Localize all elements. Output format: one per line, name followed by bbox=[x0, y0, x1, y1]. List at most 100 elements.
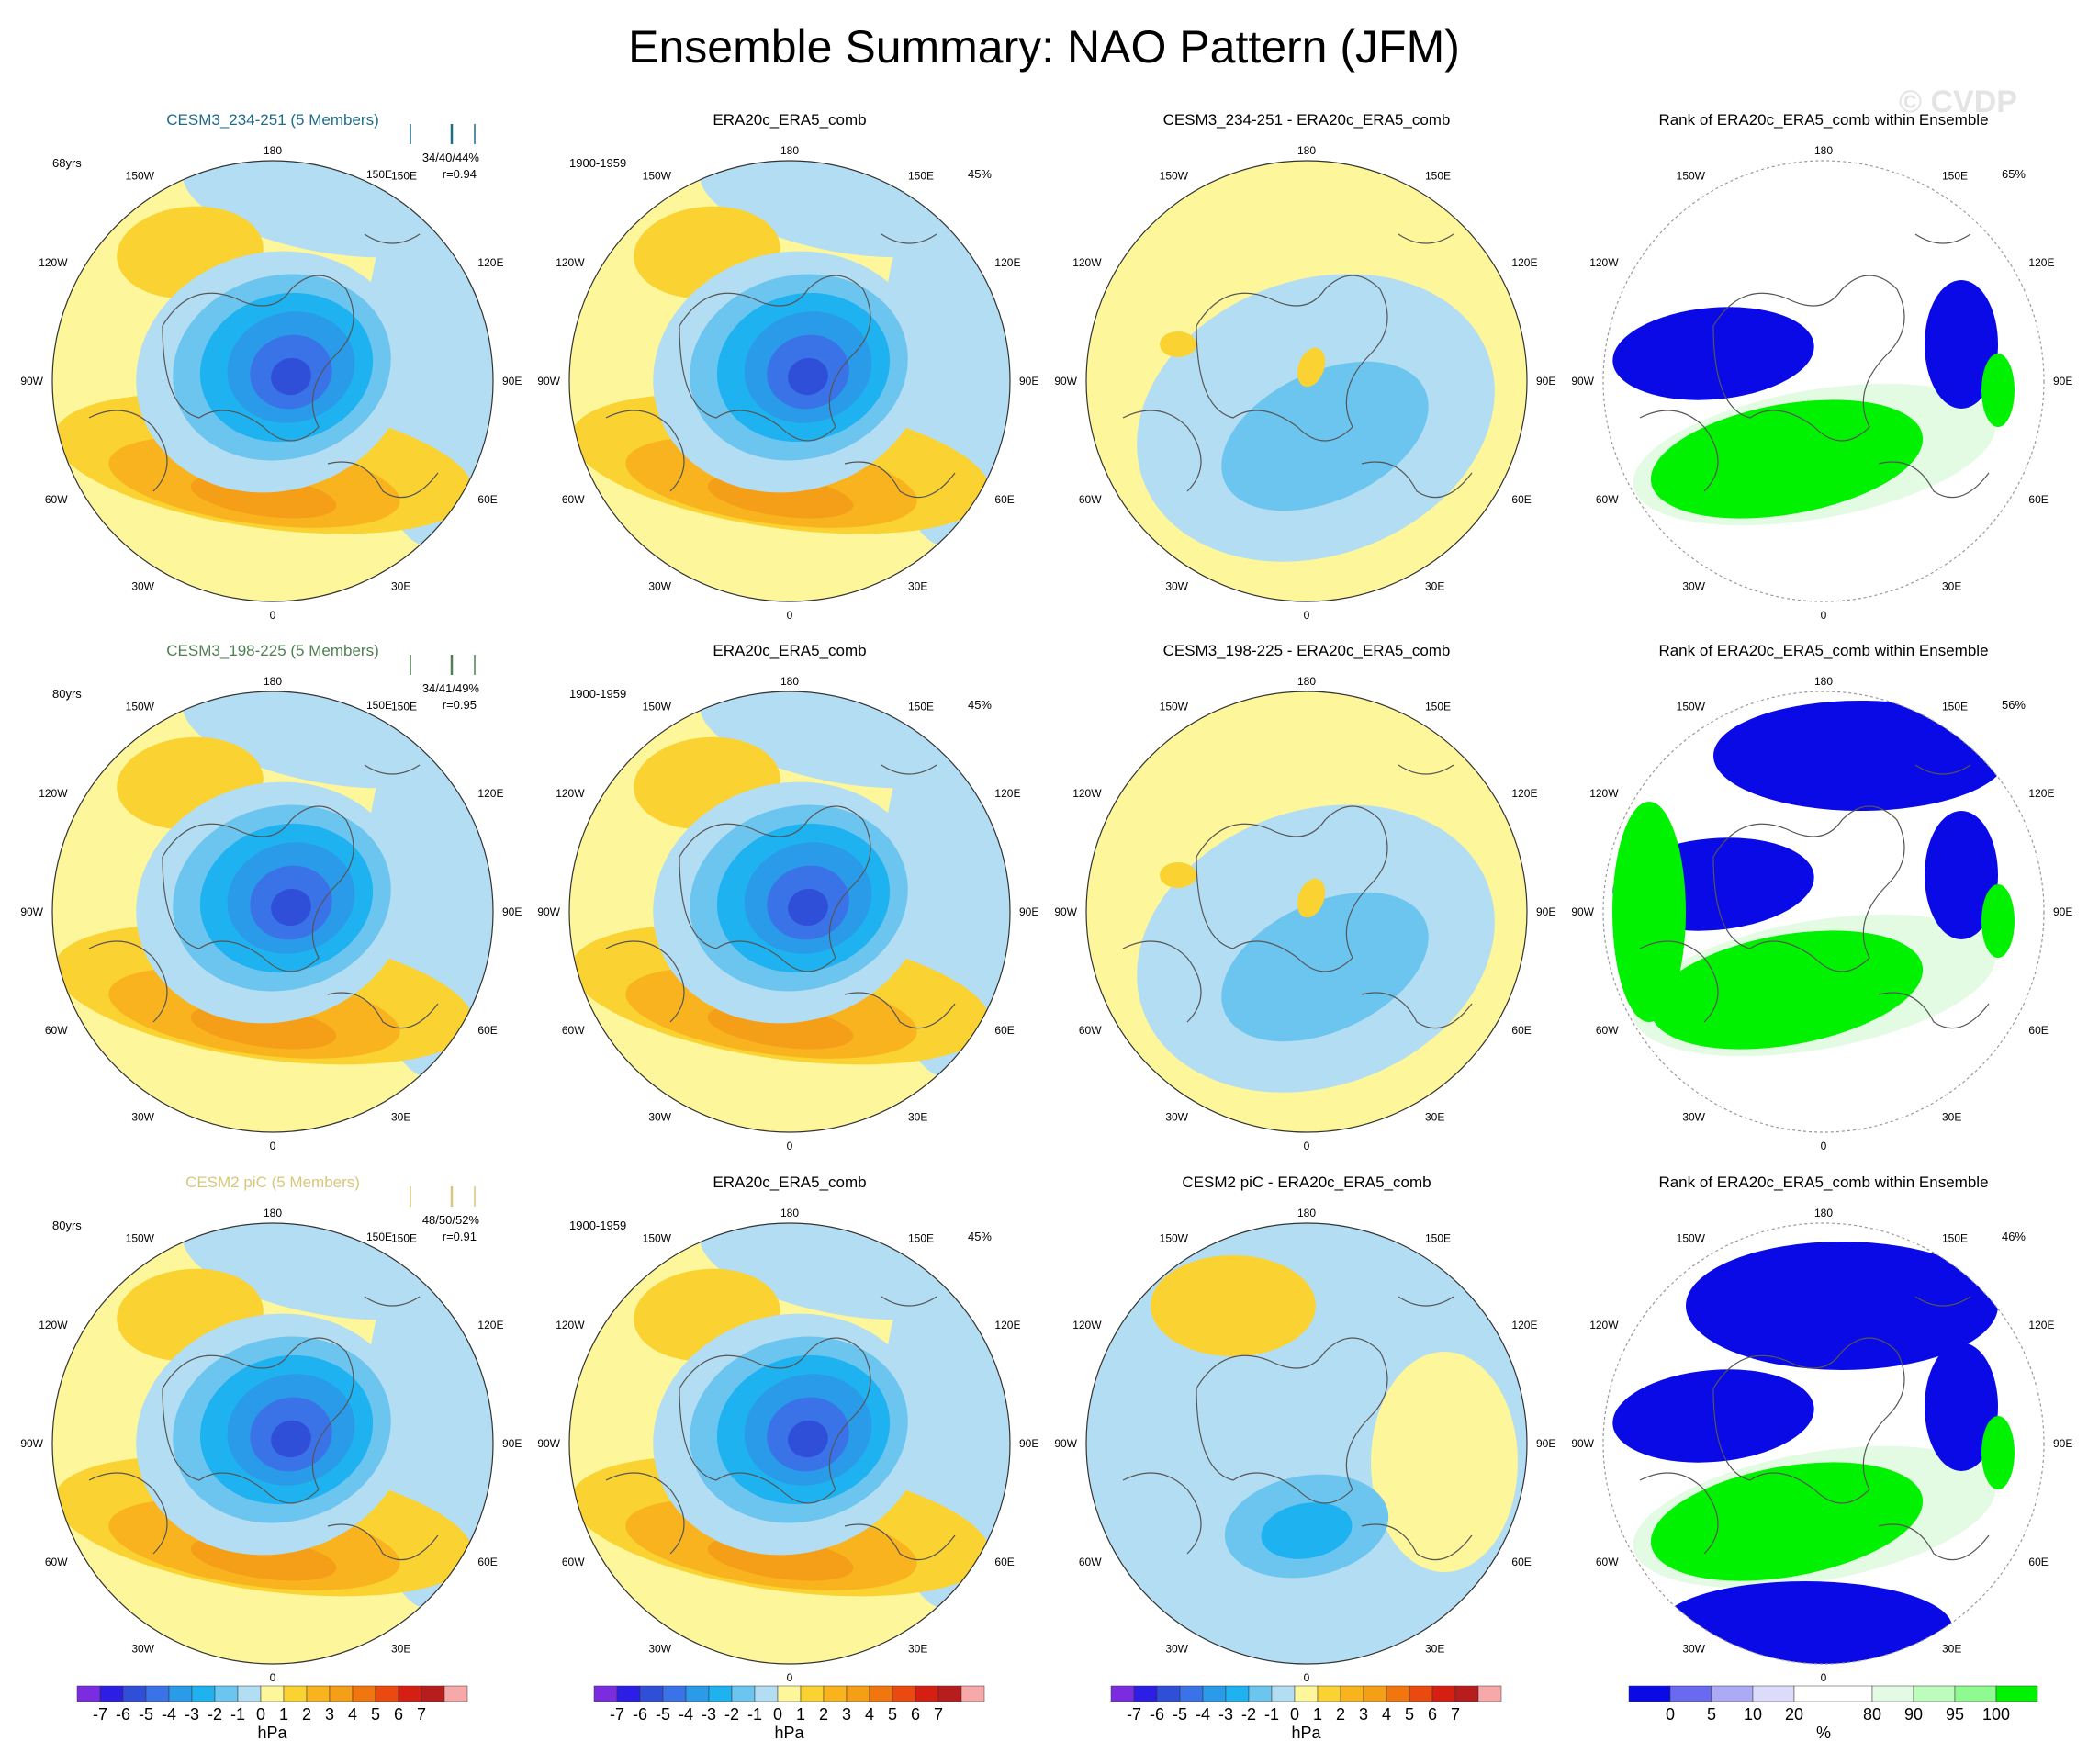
meridian-label: 120E bbox=[477, 1319, 503, 1331]
colorbar-swatch bbox=[1133, 1685, 1158, 1702]
panel-title: CESM2 piC (5 Members) bbox=[185, 1174, 360, 1191]
colorbar-unit: % bbox=[1816, 1724, 1831, 1742]
colorbar-tick: 3 bbox=[1359, 1705, 1368, 1724]
meridian-label: 120W bbox=[556, 787, 585, 800]
meridian-label: 120W bbox=[1072, 256, 1102, 269]
coastline bbox=[1639, 1296, 1990, 1561]
map-fill bbox=[1086, 161, 1527, 601]
rank-high-area bbox=[1981, 354, 2015, 427]
rank-high-area bbox=[1650, 930, 1924, 1050]
coastline bbox=[1122, 764, 1473, 1029]
panel-title: CESM3_234-251 - ERA20c_ERA5_comb bbox=[1163, 111, 1451, 129]
panel-title: ERA20c_ERA5_comb bbox=[713, 642, 866, 659]
meridian-label: 150E bbox=[391, 1232, 417, 1245]
meridian-label: 30E bbox=[391, 579, 410, 592]
colorbar-tick: -5 bbox=[656, 1705, 670, 1724]
meridian-label: 60E bbox=[1511, 1024, 1531, 1037]
panel-title: CESM3_234-251 (5 Members) bbox=[166, 111, 378, 129]
colorbar-tick: 95 bbox=[1946, 1705, 1964, 1724]
panel-title: CESM3_198-225 (5 Members) bbox=[166, 642, 378, 659]
meridian-label: 120W bbox=[1589, 787, 1619, 800]
meridian-label-0: 0 bbox=[1821, 1671, 1827, 1684]
colorbar-swatch bbox=[306, 1685, 331, 1702]
map-border bbox=[51, 691, 494, 1133]
meridian-label: 30W bbox=[1682, 579, 1705, 592]
meridian-label: 30E bbox=[1942, 579, 1961, 592]
hpa-colorbar: -7 -6 -5 -4 -3 -2 -1 0 1 2 3 4 5 6 7 hPa bbox=[593, 1685, 985, 1742]
meridian-label-180: 180 bbox=[1297, 1207, 1316, 1219]
coastline bbox=[679, 805, 871, 972]
meridian-label: 150E bbox=[1942, 170, 1968, 183]
colorbar-swatch bbox=[1340, 1685, 1364, 1702]
pattern-correlation: r=0.95 bbox=[443, 698, 477, 712]
coastline bbox=[605, 1296, 956, 1561]
meridian-label: 150W bbox=[1160, 701, 1189, 713]
colorbar-tick: -2 bbox=[1241, 1705, 1256, 1724]
rank-high-area bbox=[1650, 399, 1924, 519]
colorbar-tick: -2 bbox=[724, 1705, 739, 1724]
meridian-label-90w: 90W bbox=[1054, 905, 1077, 918]
positive-anomaly-core bbox=[1160, 331, 1196, 357]
colorbar-tick: -3 bbox=[185, 1705, 199, 1724]
meridian-label-0: 0 bbox=[1304, 609, 1310, 622]
rank-low-area bbox=[1686, 1242, 1998, 1370]
colorbar-tick: 100 bbox=[1982, 1705, 2010, 1724]
colorbar-tick: 7 bbox=[934, 1705, 943, 1724]
meridian-label-0: 0 bbox=[270, 1140, 276, 1152]
map-border bbox=[51, 1222, 494, 1665]
coastline bbox=[88, 764, 439, 1029]
positive-anomaly-core bbox=[1151, 1255, 1316, 1356]
colorbar-tick: 0 bbox=[1666, 1705, 1675, 1724]
coastline bbox=[88, 1296, 439, 1561]
meridian-label-90w: 90W bbox=[537, 1437, 560, 1450]
meridian-label: 120E bbox=[477, 787, 503, 800]
meridian-label-0: 0 bbox=[1821, 1140, 1827, 1152]
coastline bbox=[1196, 275, 1388, 442]
meridian-label: 30E bbox=[391, 1110, 410, 1123]
meridian-label: 150E bbox=[1942, 701, 1968, 713]
meridian-label: 120W bbox=[556, 1319, 585, 1331]
meridian-label: 60W bbox=[1079, 493, 1102, 506]
meridian-label: 30E bbox=[1425, 1110, 1444, 1123]
colorbar-swatch bbox=[145, 1685, 170, 1702]
panel-title: Rank of ERA20c_ERA5_comb within Ensemble bbox=[1658, 1174, 1988, 1191]
negative-anomaly-core bbox=[1261, 1502, 1353, 1559]
colorbar-tick: -4 bbox=[162, 1705, 176, 1724]
meridian-label: 150E bbox=[366, 699, 392, 712]
meridian-label: 120E bbox=[994, 787, 1020, 800]
colorbar-tick: 4 bbox=[348, 1705, 357, 1724]
meridian-label-0: 0 bbox=[1304, 1140, 1310, 1152]
coastline bbox=[162, 1337, 354, 1504]
meridian-label: 30E bbox=[1425, 579, 1444, 592]
meridian-label: 150E bbox=[1425, 1232, 1451, 1245]
meridian-label: 150E bbox=[1942, 1232, 1968, 1245]
meridian-label: 150E bbox=[391, 701, 417, 713]
rank-percent: 56% bbox=[2002, 698, 2026, 712]
map-fill bbox=[1086, 691, 1527, 1132]
positive-anomaly-area bbox=[1371, 1352, 1518, 1572]
map-fill bbox=[569, 1223, 1010, 1664]
colorbar-swatch bbox=[754, 1685, 779, 1702]
colorbar-tick: -7 bbox=[1127, 1705, 1141, 1724]
meridian-label: 150E bbox=[1425, 701, 1451, 713]
map-panel: 180 0 90W 90E 150W 120W 60W 30W 150E 120E 60E 30E CE… bbox=[1054, 111, 1555, 622]
meridian-label-90w: 90W bbox=[20, 375, 43, 388]
colorbar-tick: -2 bbox=[208, 1705, 222, 1724]
obs-period-label: 1900-1959 bbox=[569, 687, 626, 701]
rank-colorbar: 0 5 10 20 80 90 95 100% bbox=[1628, 1685, 2038, 1742]
meridian-label: 150W bbox=[1677, 1232, 1706, 1245]
colorbar-swatch bbox=[1669, 1685, 1712, 1702]
meridian-label: 120W bbox=[1589, 1319, 1619, 1331]
positive-anomaly-core bbox=[1160, 862, 1196, 888]
meridian-label: 150W bbox=[126, 170, 155, 183]
meridian-label: 150W bbox=[1160, 1232, 1189, 1245]
coastline bbox=[1712, 275, 1905, 442]
meridian-label-180: 180 bbox=[264, 1207, 282, 1219]
map-fill bbox=[1603, 1223, 2044, 1664]
colorbar-tick: 5 bbox=[371, 1705, 380, 1724]
years-label: 80yrs bbox=[52, 1219, 82, 1232]
colorbar-swatch bbox=[616, 1685, 641, 1702]
meridian-label: 30E bbox=[908, 1110, 927, 1123]
meridian-label: 120W bbox=[39, 1319, 68, 1331]
positive-anomaly-core bbox=[1297, 878, 1326, 918]
